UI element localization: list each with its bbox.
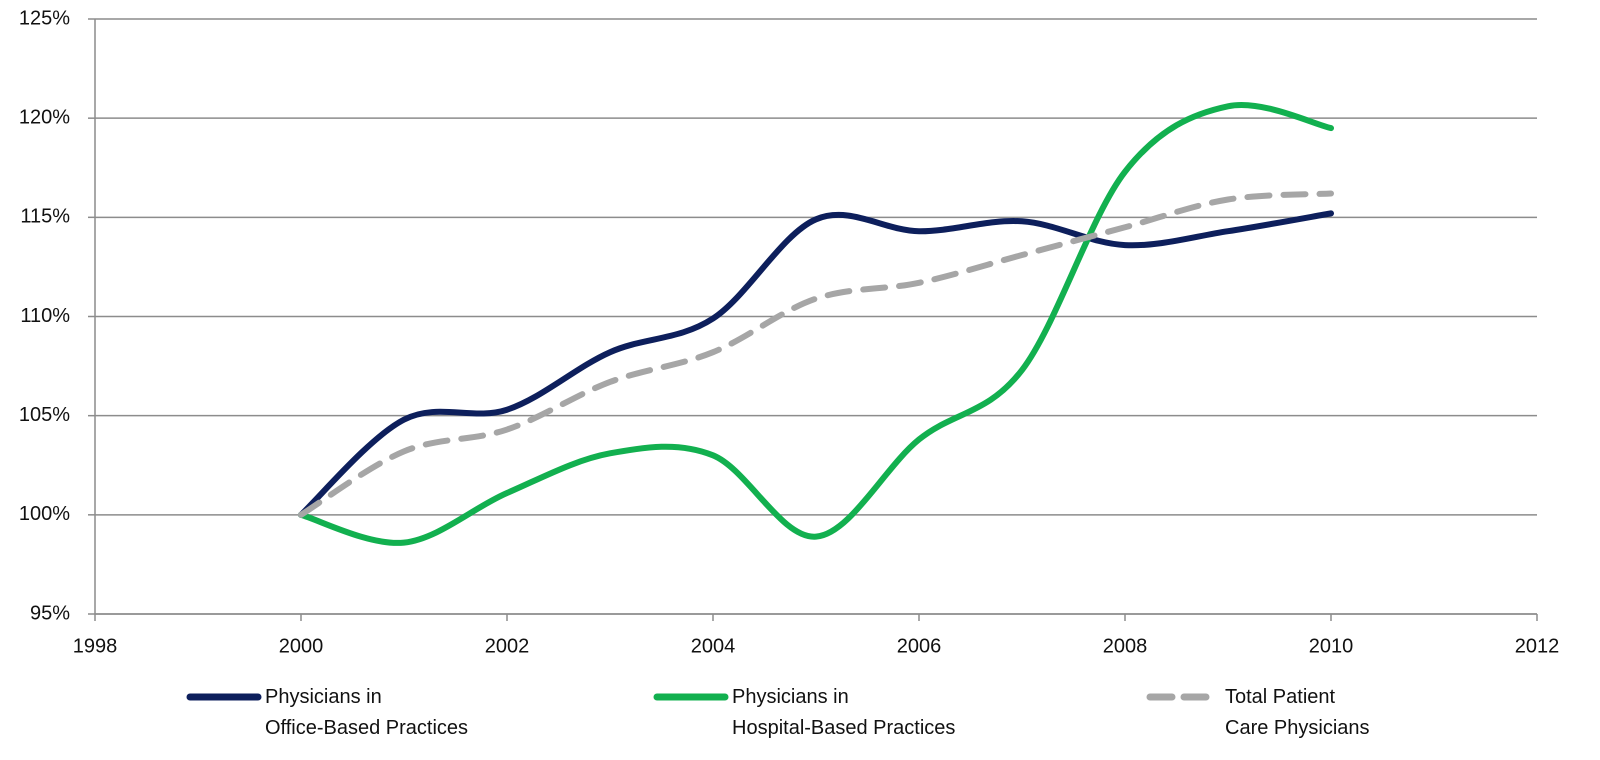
series-line (298, 102, 1334, 546)
y-tick-label: 120% (19, 106, 70, 128)
x-tick-label: 2010 (1309, 635, 1354, 657)
y-tick-label: 95% (30, 602, 70, 624)
legend-label: Physicians in Hospital-Based Practices (732, 686, 956, 739)
y-tick-label: 115% (20, 206, 70, 228)
y-tick-label: 110% (20, 305, 70, 327)
x-tick-label: 2012 (1515, 635, 1560, 657)
x-tick-label: 2002 (485, 635, 530, 657)
x-tick-label: 1998 (73, 635, 118, 657)
series-line (298, 190, 1334, 518)
x-tick-label: 2004 (691, 635, 736, 657)
x-tick-label: 2000 (279, 635, 324, 657)
y-tick-label: 125% (19, 7, 70, 29)
legend-label: Total Patient Care Physicians (1225, 686, 1370, 739)
y-tick-label: 100% (19, 503, 70, 525)
y-tick-label: 105% (19, 404, 70, 426)
legend-label: Physicians in Office-Based Practices (265, 686, 469, 739)
series-line (298, 210, 1334, 518)
x-tick-label: 2008 (1103, 635, 1148, 657)
x-tick-label: 2006 (897, 635, 942, 657)
